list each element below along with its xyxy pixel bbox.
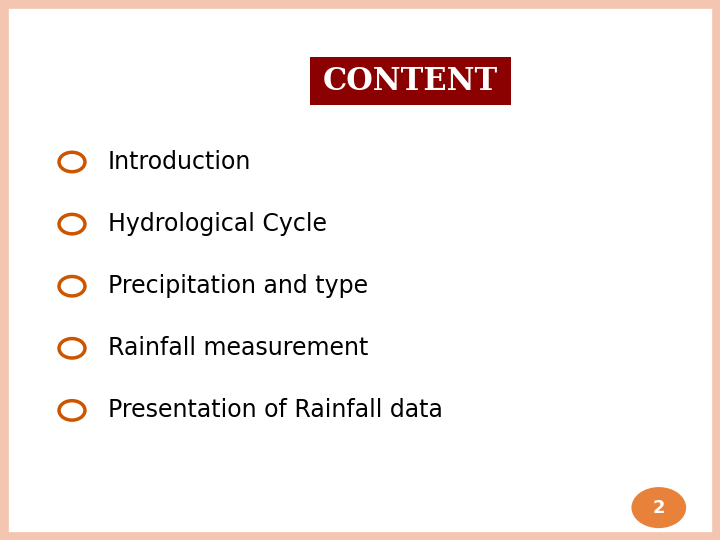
Text: Presentation of Rainfall data: Presentation of Rainfall data xyxy=(108,399,443,422)
Circle shape xyxy=(59,339,85,358)
Circle shape xyxy=(59,152,85,172)
Circle shape xyxy=(59,214,85,234)
Circle shape xyxy=(59,276,85,296)
Text: CONTENT: CONTENT xyxy=(323,65,498,97)
Circle shape xyxy=(59,401,85,420)
Text: Hydrological Cycle: Hydrological Cycle xyxy=(108,212,327,236)
FancyBboxPatch shape xyxy=(310,57,511,105)
Text: 2: 2 xyxy=(652,498,665,517)
Circle shape xyxy=(631,487,686,528)
Text: Precipitation and type: Precipitation and type xyxy=(108,274,368,298)
Text: Introduction: Introduction xyxy=(108,150,251,174)
Text: Rainfall measurement: Rainfall measurement xyxy=(108,336,369,360)
